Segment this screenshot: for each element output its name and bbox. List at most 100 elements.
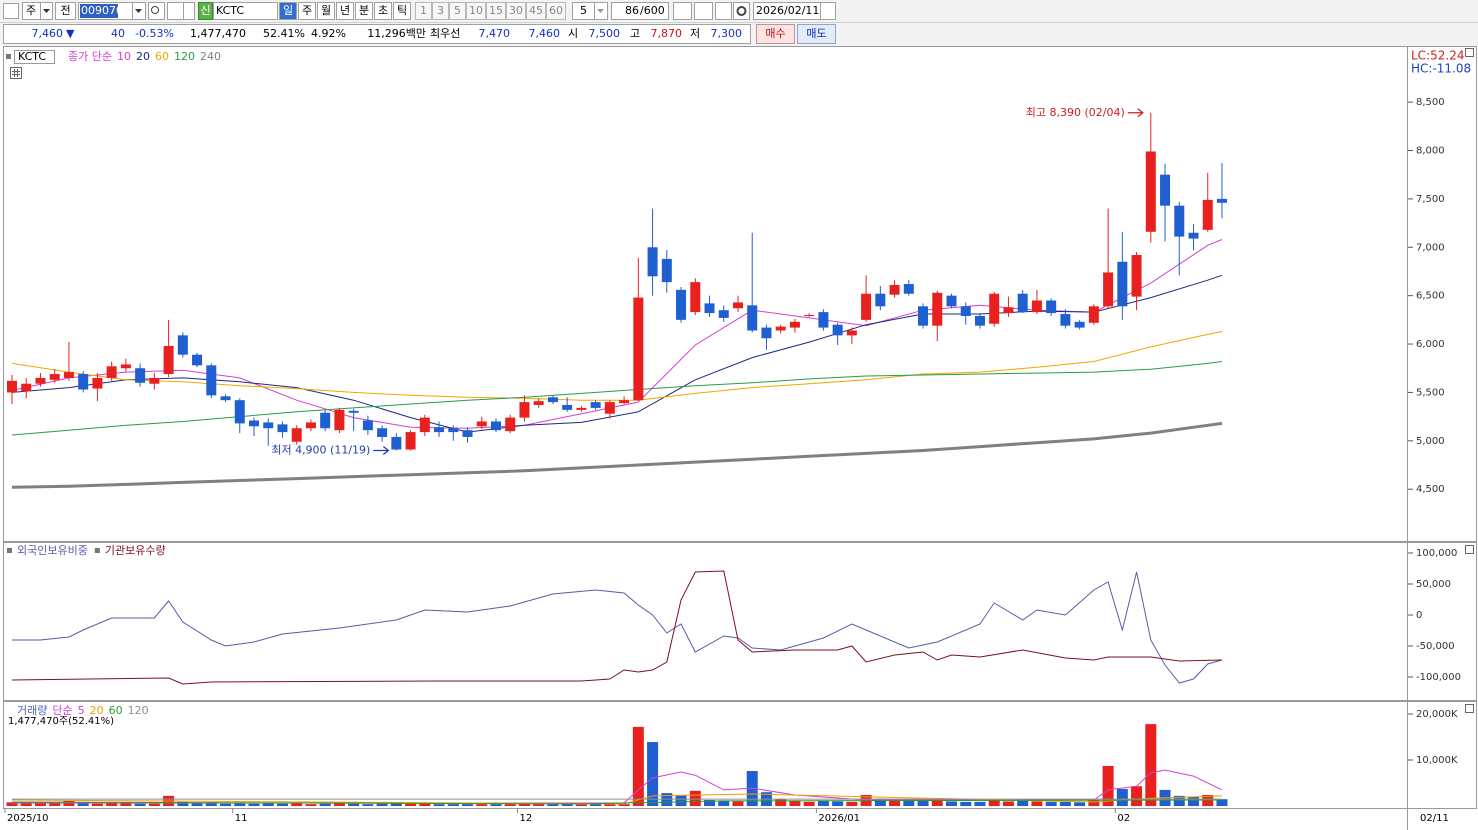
y-tick-label: 50,000 [1416, 579, 1451, 590]
candle-body [334, 409, 345, 431]
candle-body [405, 432, 416, 450]
dropdown-arrow [135, 9, 142, 13]
volume-bar [191, 802, 203, 806]
prev: 전 [60, 4, 70, 17]
open: 7,500 [589, 27, 621, 40]
interval-button[interactable] [374, 2, 392, 20]
y-tick-label: 4,500 [1416, 484, 1445, 495]
candle-body [732, 302, 743, 309]
candle-body [562, 405, 573, 410]
volume-bar [889, 800, 901, 806]
settings-button[interactable] [733, 2, 750, 20]
minute-button[interactable] [466, 2, 486, 20]
panel-button[interactable] [1465, 704, 1474, 713]
candle-body [149, 377, 160, 384]
amount: 11,296백만 [367, 27, 426, 40]
volume-bar [91, 803, 103, 806]
volume-bar [917, 799, 929, 806]
volume-bar [1059, 801, 1071, 806]
count: 86 [625, 4, 639, 17]
minute-button[interactable] [449, 2, 466, 20]
y-tick-label: 6,000 [1416, 339, 1445, 350]
candle-body [505, 417, 516, 432]
interval-button[interactable] [317, 2, 335, 20]
cursor-date: 02/11 [1420, 813, 1449, 824]
candle-body [1117, 261, 1128, 307]
x-tick-label: 2026/01 [818, 813, 860, 824]
count-box[interactable] [611, 2, 669, 20]
minute-button[interactable] [506, 2, 526, 20]
buy-button[interactable] [756, 24, 795, 44]
interval-button[interactable] [336, 2, 354, 20]
volume-bar [1045, 801, 1057, 806]
volume: 1,477,470 [190, 27, 246, 40]
candle-body [177, 335, 188, 355]
grid-icon-lines [12, 69, 20, 77]
candle-body [1088, 306, 1099, 323]
series-line [11, 361, 1223, 436]
minute-button[interactable] [486, 2, 506, 20]
search-button[interactable] [148, 2, 165, 20]
interval-button[interactable] [298, 2, 316, 20]
minute-button[interactable] [432, 2, 449, 20]
search-icon [151, 6, 159, 14]
volume-bar [988, 800, 1000, 806]
interval-button[interactable] [279, 2, 297, 20]
label-box [14, 50, 55, 64]
candle-body [619, 400, 630, 404]
sound-button[interactable] [167, 2, 184, 20]
prev-button[interactable] [55, 2, 76, 20]
volume-bar [148, 803, 160, 806]
candle-body [1174, 205, 1185, 237]
interval-button[interactable] [355, 2, 373, 20]
tool-button[interactable] [673, 2, 692, 20]
sell-button[interactable] [797, 24, 836, 44]
volume-bar [632, 726, 644, 806]
minute: 30 [509, 4, 523, 17]
panel-button[interactable] [1465, 48, 1474, 57]
interval: 일 [283, 3, 293, 17]
sell: 매도 [806, 27, 826, 40]
volume-bar [903, 800, 915, 806]
minute-button[interactable] [546, 2, 566, 20]
save-button[interactable] [715, 2, 732, 20]
y-tick-label: 7,000 [1416, 242, 1445, 253]
candle-body [320, 412, 331, 429]
panel-button[interactable] [1465, 545, 1474, 554]
candle-body [775, 326, 786, 331]
volume-bar [262, 803, 274, 806]
low: 7,300 [711, 27, 743, 40]
grid-icon[interactable] [10, 67, 22, 79]
series-line [12, 769, 1223, 804]
candle-body [419, 417, 430, 433]
candle-body [1046, 300, 1057, 314]
candle-body [78, 374, 89, 390]
tool-button[interactable] [694, 2, 713, 20]
y-tick-label: 5,000 [1416, 436, 1445, 447]
candle-body [220, 396, 231, 401]
candle-body [1003, 307, 1014, 314]
unit: 5 [580, 4, 587, 17]
interval-button[interactable] [393, 2, 411, 20]
calendar-button[interactable] [820, 2, 836, 20]
menu-icon[interactable] [3, 3, 19, 19]
candle-body [861, 293, 872, 320]
high: 7,870 [651, 27, 683, 40]
legend-entry: 종가 단순 [68, 50, 112, 63]
legend-entry: 240 [200, 50, 221, 63]
volume-bar [49, 802, 61, 806]
period: 주 [26, 4, 36, 17]
candle-body [248, 420, 259, 427]
minute-button[interactable] [526, 2, 546, 20]
volume-bar [931, 800, 943, 806]
minute: 5 [454, 4, 461, 17]
sound-dropdown[interactable] [183, 2, 195, 20]
new-badge[interactable] [198, 2, 213, 20]
minute-button[interactable] [415, 2, 432, 20]
legend-entry: 60 [155, 50, 169, 63]
legend-entry: 20 [136, 50, 150, 63]
minute: 1 [420, 4, 427, 17]
candle-body [875, 293, 886, 307]
candle-body [21, 383, 32, 392]
